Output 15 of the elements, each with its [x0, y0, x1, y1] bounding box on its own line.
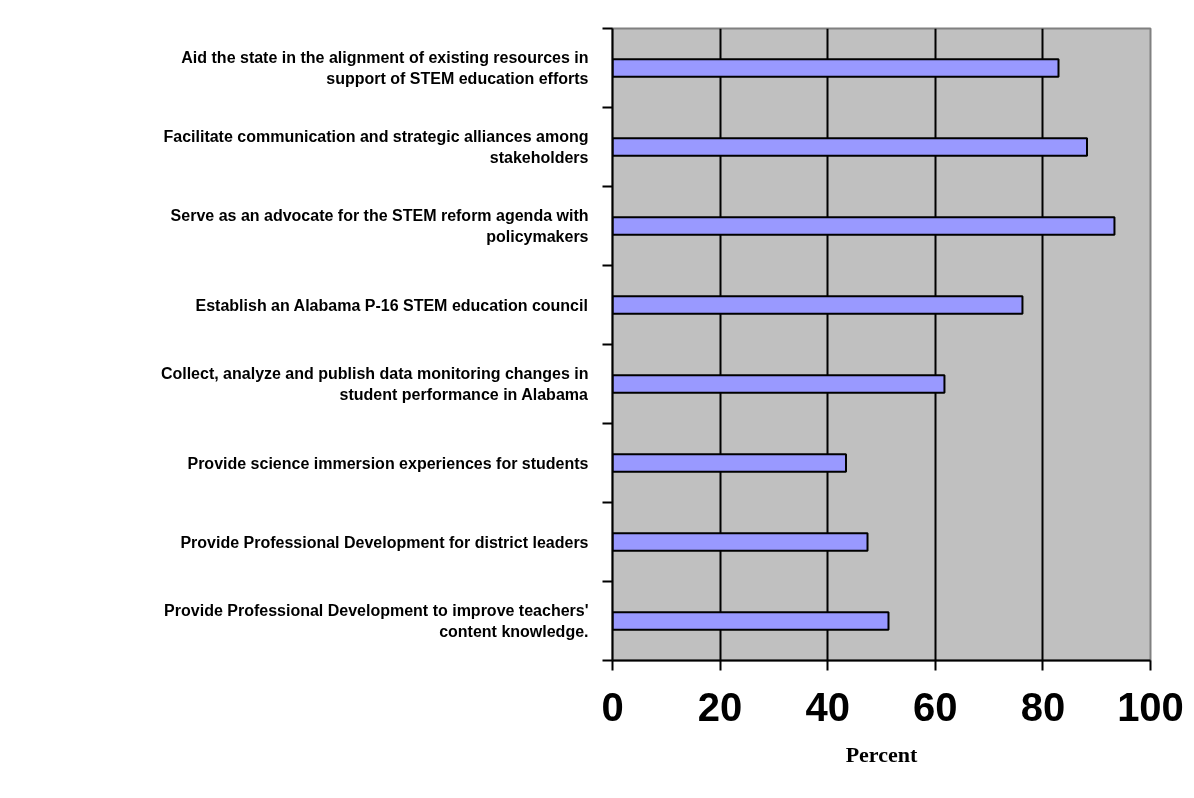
x-tick-label: 20	[697, 684, 743, 729]
x-tick-label: 0	[601, 684, 624, 729]
y-tick-label: Provide science immersion experiences for students	[187, 454, 589, 472]
y-tick-label: Establish an Alabama P-16 STEM education council	[195, 296, 588, 314]
y-tick-label: Facilitate communication and strategic alliances among stakeholders	[163, 128, 589, 166]
x-tick-label: 60	[913, 684, 958, 729]
x-axis-title: Percent	[845, 741, 918, 767]
x-tick-label: 40	[805, 684, 850, 729]
y-tick-label: Provide Professional Development for district leaders	[180, 533, 589, 551]
y-tick-label: Collect, analyze and publish data monitoring changes in student performance in Alabama	[160, 365, 589, 403]
y-tick-label: Provide Professional Development to improve teachers' content knowledge.	[164, 602, 589, 640]
x-tick-label: 100	[1117, 684, 1184, 729]
x-tick-label: 80	[1020, 684, 1066, 729]
y-tick-label: Aid the state in the alignment of existing resources in support of STEM education efforts	[181, 49, 589, 87]
y-tick-label: Serve as an advocate for the STEM reform agenda with policymakers	[170, 207, 589, 245]
